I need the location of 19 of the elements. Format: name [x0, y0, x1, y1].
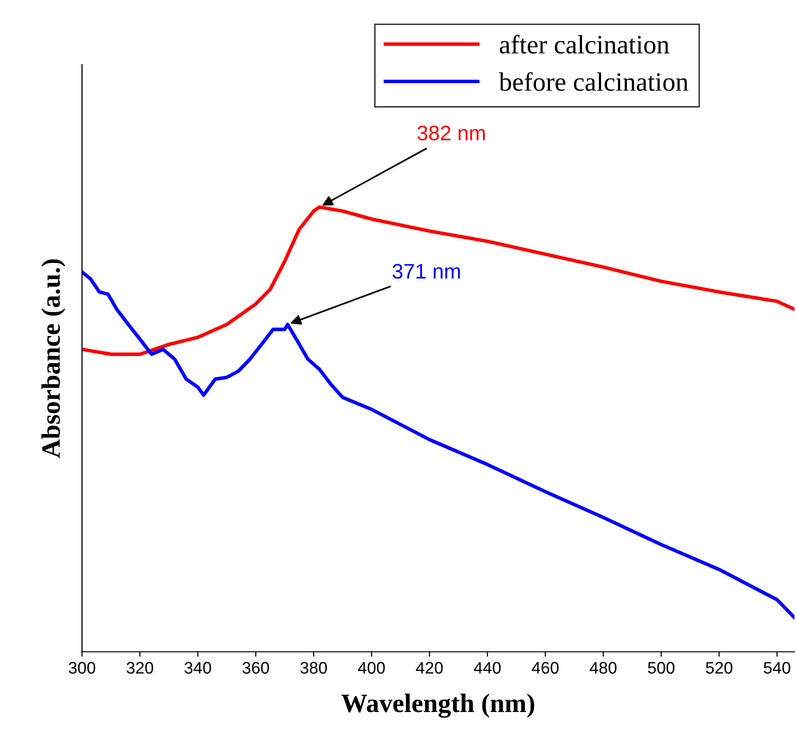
legend-label: before calcination	[498, 72, 688, 91]
x-tick-label: 340	[184, 662, 212, 674]
x-tick-label: 460	[532, 662, 559, 674]
x-tick-label: 380	[300, 662, 327, 674]
x-tick-label: 440	[474, 662, 501, 674]
x-tick-label: 500	[648, 662, 674, 674]
legend-label: after calcination	[500, 34, 670, 54]
x-tick-label: 520	[706, 662, 732, 674]
x-tick-label: 300	[68, 662, 96, 674]
x-tick-label: 320	[126, 662, 154, 674]
x-tick-label: 540	[764, 662, 790, 674]
x-tick-label: 400	[358, 662, 385, 674]
x-axis-title: Wavelength (nm)	[341, 694, 534, 718]
x-tick-label: 420	[416, 662, 443, 674]
annotation: 371 nm	[392, 264, 460, 279]
x-tick-label: 480	[590, 662, 617, 674]
y-axis-title: Absorbance (a.u.)	[41, 259, 66, 458]
x-tick-label: 360	[242, 662, 269, 674]
annotation: 382 nm	[417, 126, 485, 140]
